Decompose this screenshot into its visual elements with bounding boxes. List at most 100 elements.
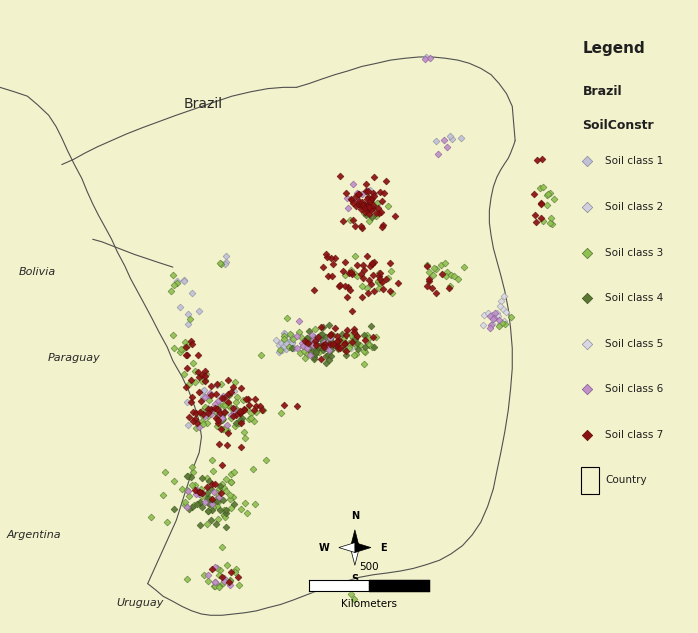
Point xyxy=(363,206,374,216)
Point xyxy=(582,339,593,349)
Point xyxy=(381,273,392,284)
Point xyxy=(207,502,218,512)
Point xyxy=(195,396,207,406)
Point xyxy=(214,484,225,494)
Point xyxy=(392,277,403,287)
Point xyxy=(350,201,362,211)
Point xyxy=(363,204,374,215)
Point xyxy=(288,343,299,353)
Point xyxy=(203,394,214,404)
Point xyxy=(200,375,211,385)
Point xyxy=(305,349,316,360)
Point xyxy=(358,260,369,270)
Point xyxy=(191,485,202,495)
Point xyxy=(183,471,194,481)
Point xyxy=(325,334,336,344)
Point xyxy=(363,192,374,202)
Point xyxy=(494,319,505,329)
Point xyxy=(203,499,214,509)
Point xyxy=(357,292,368,302)
Point xyxy=(315,354,327,364)
Point xyxy=(211,496,223,506)
Point xyxy=(208,487,219,498)
Point xyxy=(235,383,246,393)
Point xyxy=(358,208,369,218)
Point xyxy=(310,349,321,359)
Point xyxy=(243,399,254,410)
Point xyxy=(368,286,379,296)
Point xyxy=(364,196,376,206)
Point xyxy=(364,194,376,204)
Point xyxy=(498,316,510,327)
Point xyxy=(191,418,202,429)
Point xyxy=(284,336,295,346)
Point xyxy=(340,350,351,360)
Point xyxy=(183,412,194,422)
Point xyxy=(422,280,433,291)
Point xyxy=(168,280,179,290)
Point xyxy=(197,488,208,498)
Point xyxy=(318,344,329,354)
Point xyxy=(239,498,251,508)
Point xyxy=(209,479,220,489)
Point xyxy=(302,333,313,343)
Point xyxy=(225,503,237,513)
Point xyxy=(225,403,237,413)
Point xyxy=(194,498,205,508)
Point xyxy=(383,201,394,211)
Point xyxy=(424,277,435,287)
Point xyxy=(378,187,389,197)
Point xyxy=(195,487,206,497)
Point xyxy=(211,422,223,432)
Point xyxy=(228,403,239,413)
Point xyxy=(186,461,198,472)
Point xyxy=(212,563,223,573)
Text: E: E xyxy=(380,542,387,553)
Point xyxy=(193,306,205,316)
Point xyxy=(323,320,334,330)
Point xyxy=(195,484,207,494)
Point xyxy=(439,135,450,145)
Point xyxy=(225,575,236,586)
Point xyxy=(487,319,498,329)
Point xyxy=(166,285,177,296)
Point xyxy=(225,410,237,420)
Point xyxy=(536,154,547,164)
Point xyxy=(363,339,374,349)
Point xyxy=(222,420,233,430)
Point xyxy=(168,330,179,340)
Text: Soil class 5: Soil class 5 xyxy=(605,339,663,349)
Point xyxy=(315,330,327,340)
Point xyxy=(221,440,232,450)
Point xyxy=(211,488,222,498)
Point xyxy=(207,496,218,506)
Point xyxy=(206,404,217,414)
Point xyxy=(309,285,320,295)
Point xyxy=(217,414,228,424)
Point xyxy=(186,288,197,298)
Point xyxy=(315,322,327,332)
Point xyxy=(372,198,383,208)
Point xyxy=(299,353,311,363)
Point xyxy=(220,505,231,515)
Point xyxy=(370,208,381,218)
Point xyxy=(168,343,179,353)
Point xyxy=(286,337,297,347)
Polygon shape xyxy=(350,530,359,548)
Point xyxy=(367,332,378,342)
Point xyxy=(320,339,331,349)
Point xyxy=(364,194,375,204)
Point xyxy=(214,481,225,491)
Point xyxy=(213,492,224,503)
Point xyxy=(192,499,203,510)
Point xyxy=(249,394,260,404)
Point xyxy=(364,275,375,285)
Point xyxy=(346,194,357,204)
Point xyxy=(187,467,198,477)
Point xyxy=(343,340,354,350)
Point xyxy=(306,330,318,340)
Point xyxy=(363,216,374,226)
Point xyxy=(312,343,323,353)
Point xyxy=(310,335,321,346)
Point xyxy=(352,199,364,210)
